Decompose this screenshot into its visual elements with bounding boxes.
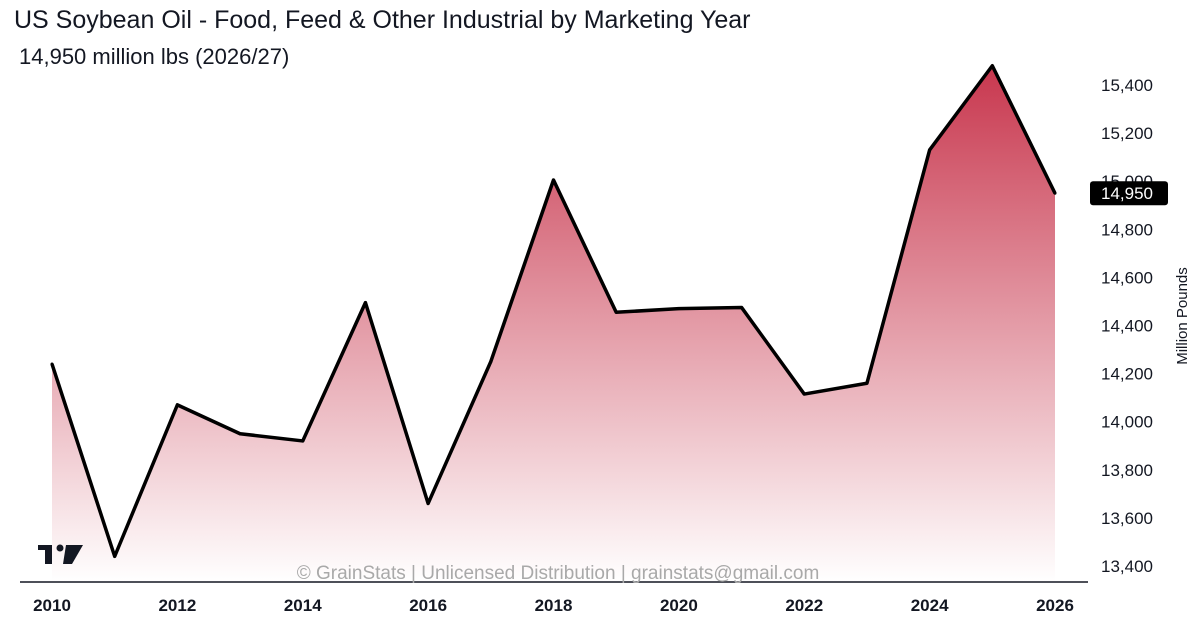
chart-title: US Soybean Oil - Food, Feed & Other Indu… [14, 6, 751, 34]
data-point-2010 [50, 362, 54, 366]
data-point-2015 [363, 301, 367, 305]
x-tick-label: 2016 [409, 596, 447, 615]
x-tick-label: 2014 [284, 596, 322, 615]
y-tick-label: 14,400 [1101, 317, 1153, 336]
data-point-2020 [677, 307, 681, 311]
x-tick-label: 2026 [1036, 596, 1074, 615]
data-point-2026 [1053, 191, 1057, 195]
y-tick-label: 14,800 [1101, 220, 1153, 239]
data-point-2021 [740, 305, 744, 309]
x-tick-label: 2020 [660, 596, 698, 615]
last-value-label: 14,950 [1101, 184, 1153, 203]
data-point-2024 [928, 148, 932, 152]
y-tick-label: 14,200 [1101, 365, 1153, 384]
data-point-2018 [552, 178, 555, 182]
data-point-2017 [489, 360, 493, 364]
x-tick-label: 2024 [911, 596, 949, 615]
data-point-2013 [238, 432, 242, 436]
area-fill [52, 65, 1055, 582]
y-tick-label: 13,800 [1101, 461, 1153, 480]
x-tick-label: 2010 [33, 596, 71, 615]
data-point-2022 [802, 392, 806, 396]
x-tick-label: 2018 [535, 596, 573, 615]
y-tick-label: 14,000 [1101, 413, 1153, 432]
last-value-badge: 14,950 [1090, 181, 1168, 206]
data-point-2011 [113, 554, 117, 558]
watermark-text: © GrainStats | Unlicensed Distribution |… [297, 563, 820, 584]
data-point-2016 [426, 501, 430, 505]
x-tick-label: 2012 [158, 596, 196, 615]
y-tick-label: 13,400 [1101, 557, 1153, 576]
data-point-2025 [990, 64, 994, 68]
data-point-2023 [865, 381, 869, 385]
data-point-2014 [301, 439, 305, 443]
y-tick-label: 15,400 [1101, 76, 1153, 95]
y-tick-label: 14,600 [1101, 268, 1153, 287]
tradingview-logo [38, 544, 83, 564]
data-point-2019 [614, 310, 618, 314]
y-tick-label: 13,600 [1101, 509, 1153, 528]
chart-subtitle: 14,950 million lbs (2026/27) [19, 44, 290, 69]
data-point-2012 [175, 403, 179, 407]
y-axis-label: Million Pounds [1174, 267, 1191, 365]
y-tick-label: 15,200 [1101, 124, 1153, 143]
x-tick-label: 2022 [785, 596, 823, 615]
